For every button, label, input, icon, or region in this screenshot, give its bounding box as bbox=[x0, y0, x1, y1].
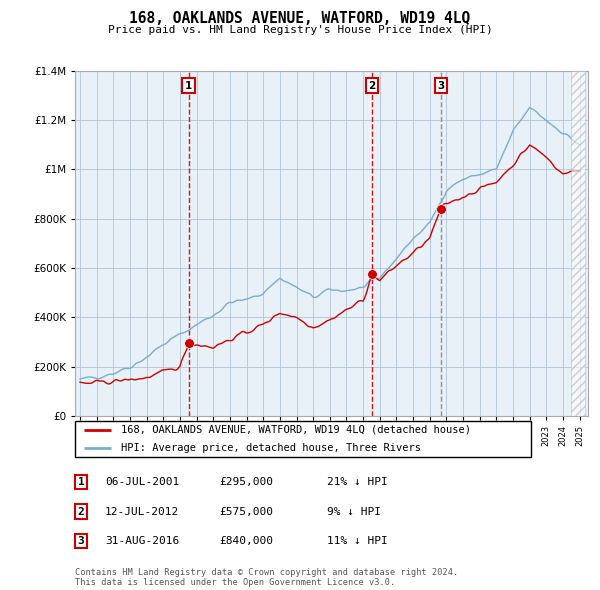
Text: 9% ↓ HPI: 9% ↓ HPI bbox=[327, 507, 381, 516]
Text: 2: 2 bbox=[77, 507, 85, 516]
Text: 06-JUL-2001: 06-JUL-2001 bbox=[105, 477, 179, 487]
Text: 168, OAKLANDS AVENUE, WATFORD, WD19 4LQ: 168, OAKLANDS AVENUE, WATFORD, WD19 4LQ bbox=[130, 11, 470, 25]
Text: HPI: Average price, detached house, Three Rivers: HPI: Average price, detached house, Thre… bbox=[121, 443, 421, 453]
Text: 1: 1 bbox=[185, 81, 192, 91]
Polygon shape bbox=[571, 71, 584, 416]
Text: 12-JUL-2012: 12-JUL-2012 bbox=[105, 507, 179, 516]
Text: £840,000: £840,000 bbox=[219, 536, 273, 546]
Text: 3: 3 bbox=[437, 81, 445, 91]
Text: 1: 1 bbox=[77, 477, 85, 487]
Text: Price paid vs. HM Land Registry's House Price Index (HPI): Price paid vs. HM Land Registry's House … bbox=[107, 25, 493, 35]
Text: Contains HM Land Registry data © Crown copyright and database right 2024.
This d: Contains HM Land Registry data © Crown c… bbox=[75, 568, 458, 587]
Text: £575,000: £575,000 bbox=[219, 507, 273, 516]
Text: 31-AUG-2016: 31-AUG-2016 bbox=[105, 536, 179, 546]
Text: 21% ↓ HPI: 21% ↓ HPI bbox=[327, 477, 388, 487]
Text: 2: 2 bbox=[368, 81, 376, 91]
Text: 3: 3 bbox=[77, 536, 85, 546]
Text: 11% ↓ HPI: 11% ↓ HPI bbox=[327, 536, 388, 546]
Text: 168, OAKLANDS AVENUE, WATFORD, WD19 4LQ (detached house): 168, OAKLANDS AVENUE, WATFORD, WD19 4LQ … bbox=[121, 425, 470, 435]
Text: £295,000: £295,000 bbox=[219, 477, 273, 487]
